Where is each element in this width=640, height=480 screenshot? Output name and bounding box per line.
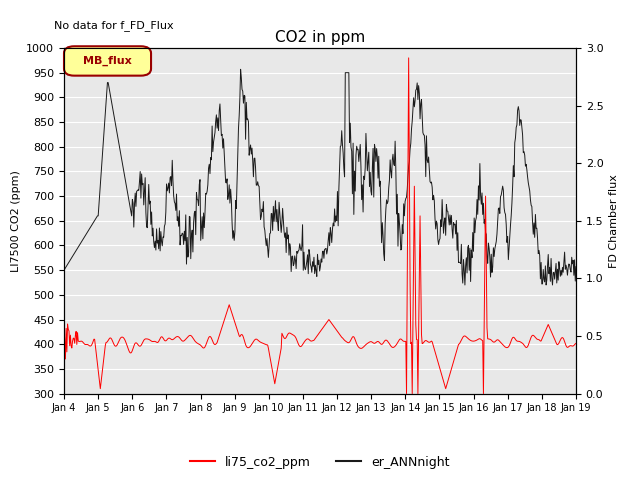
Y-axis label: LI7500 CO2 (ppm): LI7500 CO2 (ppm) <box>11 170 20 272</box>
Title: CO2 in ppm: CO2 in ppm <box>275 30 365 46</box>
Y-axis label: FD Chamber flux: FD Chamber flux <box>609 174 619 268</box>
FancyBboxPatch shape <box>64 46 151 76</box>
Text: MB_flux: MB_flux <box>83 56 132 66</box>
Legend: li75_co2_ppm, er_ANNnight: li75_co2_ppm, er_ANNnight <box>186 451 454 474</box>
Text: No data for f_FD_Flux: No data for f_FD_Flux <box>54 20 173 31</box>
